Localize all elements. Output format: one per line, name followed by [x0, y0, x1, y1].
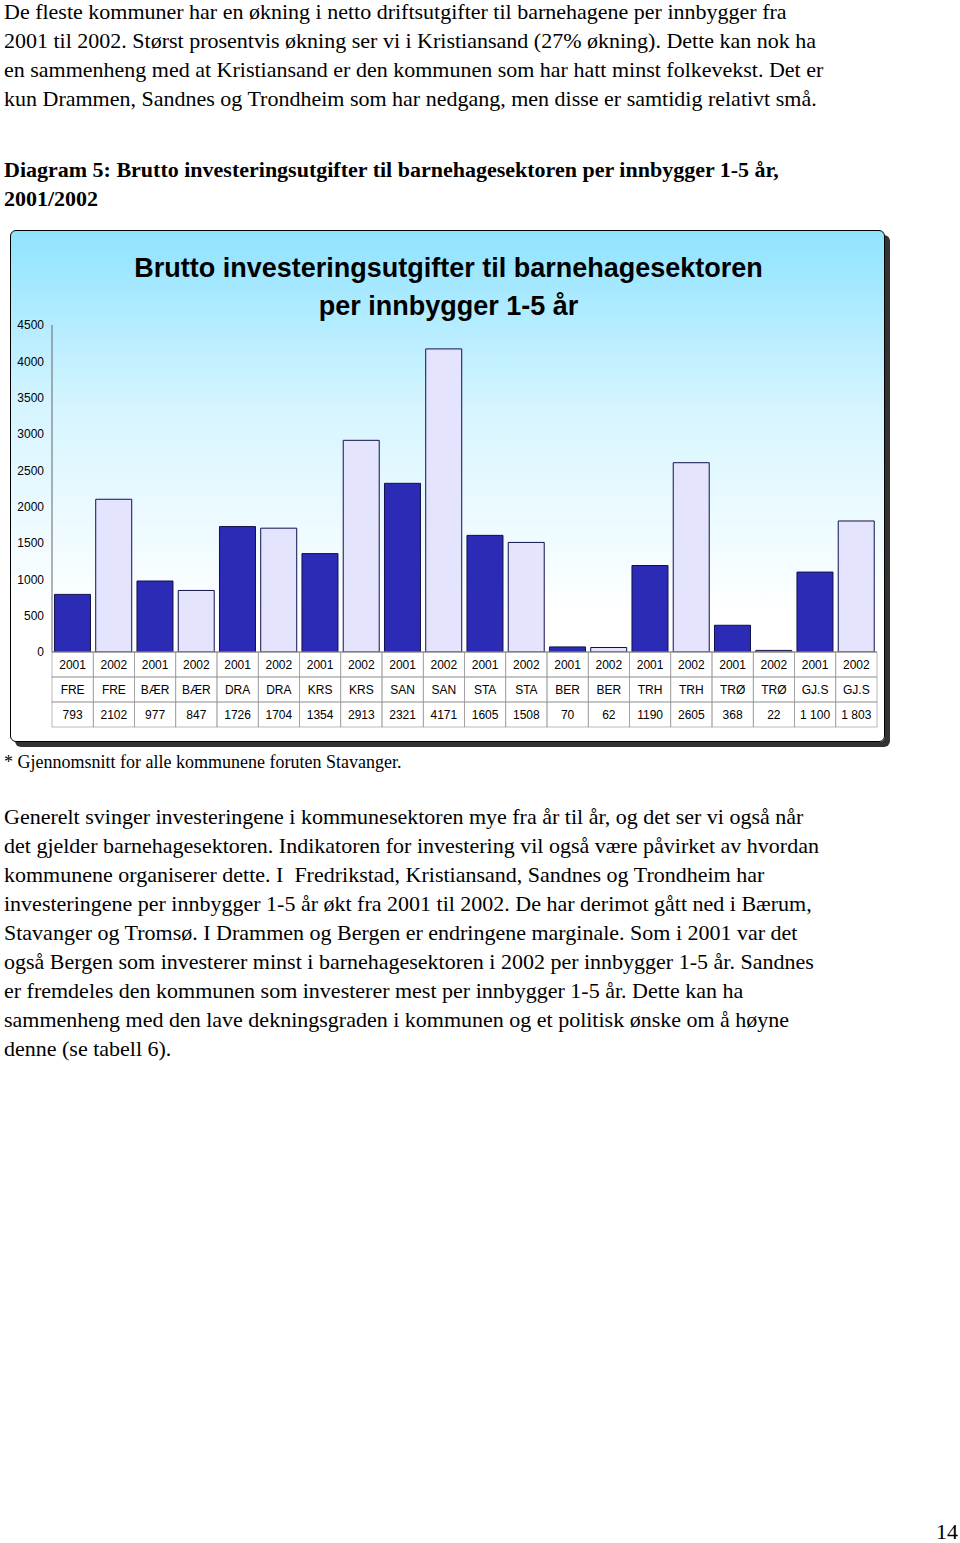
svg-text:3500: 3500	[17, 391, 44, 405]
svg-text:TRØ: TRØ	[720, 683, 745, 697]
html-text:det gjelder barnehagesektoren.: det gjelder barnehagesektoren. Indikator…	[4, 833, 819, 858]
svg-text:STA: STA	[474, 683, 496, 697]
svg-text:DRA: DRA	[225, 683, 250, 697]
html-text:denne (se tabell 6).: denne (se tabell 6).	[4, 1036, 172, 1061]
svg-text:BÆR: BÆR	[141, 683, 170, 697]
html-text:Generelt svinger investeringen: Generelt svinger investeringene i kommun…	[4, 804, 804, 829]
svg-text:3000: 3000	[17, 427, 44, 441]
svg-text:793: 793	[63, 708, 83, 722]
html-text:en sammenheng med at Kristians: en sammenheng med at Kristiansand er den…	[4, 57, 824, 82]
svg-text:70: 70	[561, 708, 575, 722]
html-text:De fleste kommuner har en økni: De fleste kommuner har en økning i netto…	[4, 0, 787, 24]
html-text:sammenheng med den lave deknin: sammenheng med den lave dekningsgraden i…	[4, 1007, 790, 1032]
html-text:* Gjennomsnitt for alle kommun: * Gjennomsnitt for alle kommunene forute…	[4, 752, 402, 772]
svg-text:4000: 4000	[17, 355, 44, 369]
svg-text:2002: 2002	[596, 658, 623, 672]
svg-text:847: 847	[186, 708, 206, 722]
svg-text:977: 977	[145, 708, 165, 722]
svg-text:KRS: KRS	[308, 683, 333, 697]
svg-text:2002: 2002	[348, 658, 375, 672]
svg-text:BÆR: BÆR	[182, 683, 211, 697]
svg-text:2002: 2002	[101, 658, 128, 672]
svg-text:BER: BER	[597, 683, 622, 697]
svg-text:2000: 2000	[17, 500, 44, 514]
svg-text:368: 368	[723, 708, 743, 722]
svg-text:1 803: 1 803	[841, 708, 871, 722]
svg-text:2002: 2002	[266, 658, 293, 672]
html-text:2001/2002: 2001/2002	[4, 186, 99, 211]
svg-text:STA: STA	[515, 683, 537, 697]
svg-text:BER: BER	[555, 683, 580, 697]
svg-text:1605: 1605	[472, 708, 499, 722]
html-text:kun Drammen, Sandnes og Trondh: kun Drammen, Sandnes og Trondheim som ha…	[4, 86, 817, 111]
svg-text:FRE: FRE	[102, 683, 126, 697]
svg-text:4171: 4171	[431, 708, 458, 722]
html-text:14: 14	[936, 1519, 958, 1543]
html-text:2001 til 2002. Størst prosentv: 2001 til 2002. Størst prosentvis økning …	[4, 28, 817, 53]
svg-text:2913: 2913	[348, 708, 375, 722]
svg-text:FRE: FRE	[61, 683, 85, 697]
svg-text:22: 22	[767, 708, 781, 722]
html-text:er fremdeles den kommunen som: er fremdeles den kommunen som investerer…	[4, 978, 744, 1003]
svg-text:500: 500	[24, 609, 44, 623]
svg-text:1726: 1726	[224, 708, 251, 722]
svg-text:2001: 2001	[719, 658, 746, 672]
html-text:Diagram 5: Brutto investerings: Diagram 5: Brutto investeringsutgifter t…	[4, 157, 779, 182]
svg-text:0: 0	[37, 645, 44, 659]
svg-text:2001: 2001	[554, 658, 581, 672]
svg-text:GJ.S: GJ.S	[843, 683, 870, 697]
svg-text:GJ.S: GJ.S	[802, 683, 829, 697]
svg-text:4500: 4500	[17, 318, 44, 332]
html-text:investeringene per innbygger 1: investeringene per innbygger 1-5 år økt …	[4, 891, 812, 916]
svg-text:2001: 2001	[389, 658, 416, 672]
svg-text:2001: 2001	[802, 658, 829, 672]
svg-text:62: 62	[602, 708, 616, 722]
svg-text:2001: 2001	[224, 658, 251, 672]
svg-text:2605: 2605	[678, 708, 705, 722]
html-text:Stavanger og Tromsø. I Drammen: Stavanger og Tromsø. I Drammen og Bergen…	[4, 920, 798, 945]
svg-text:2102: 2102	[101, 708, 128, 722]
svg-text:2002: 2002	[761, 658, 788, 672]
svg-text:1704: 1704	[266, 708, 293, 722]
svg-text:TRØ: TRØ	[761, 683, 786, 697]
svg-text:1190: 1190	[637, 708, 663, 722]
svg-text:2002: 2002	[183, 658, 210, 672]
svg-text:1 100: 1 100	[800, 708, 830, 722]
html-text:også Bergen som investerer min: også Bergen som investerer minst i barne…	[4, 949, 814, 974]
svg-text:2002: 2002	[513, 658, 540, 672]
svg-text:TRH: TRH	[679, 683, 704, 697]
svg-text:2002: 2002	[431, 658, 458, 672]
html-text:Brutto investeringsutgifter ti: Brutto investeringsutgifter til barnehag…	[134, 253, 763, 321]
svg-text:1508: 1508	[513, 708, 540, 722]
svg-text:DRA: DRA	[266, 683, 291, 697]
svg-text:1500: 1500	[17, 536, 44, 550]
svg-text:2001: 2001	[142, 658, 169, 672]
svg-text:2500: 2500	[17, 464, 44, 478]
svg-text:2002: 2002	[678, 658, 705, 672]
svg-text:SAN: SAN	[390, 683, 415, 697]
svg-text:2002: 2002	[843, 658, 870, 672]
svg-text:2321: 2321	[389, 708, 416, 722]
svg-text:SAN: SAN	[432, 683, 457, 697]
svg-text:1000: 1000	[17, 573, 44, 587]
html-text:kommunene organiserer dette. I: kommunene organiserer dette. I Fredrikst…	[4, 862, 765, 887]
svg-text:TRH: TRH	[638, 683, 663, 697]
svg-text:KRS: KRS	[349, 683, 374, 697]
svg-text:2001: 2001	[637, 658, 664, 672]
svg-text:1354: 1354	[307, 708, 334, 722]
svg-text:2001: 2001	[307, 658, 334, 672]
svg-text:2001: 2001	[59, 658, 86, 672]
svg-text:2001: 2001	[472, 658, 499, 672]
